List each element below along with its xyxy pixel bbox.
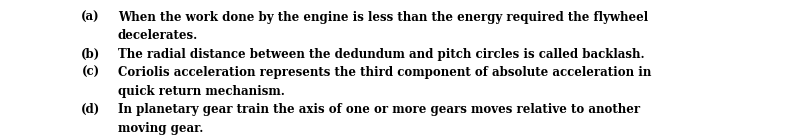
Text: (c): (c) [82, 66, 100, 79]
Text: Coriolis acceleration represents the third component of absolute acceleration in: Coriolis acceleration represents the thi… [118, 66, 651, 79]
Text: moving gear.: moving gear. [118, 122, 203, 135]
Text: (b): (b) [81, 48, 100, 61]
Text: decelerates.: decelerates. [118, 29, 198, 42]
Text: In planetary gear train the axis of one or more gears moves relative to another: In planetary gear train the axis of one … [118, 103, 640, 116]
Text: (d): (d) [81, 103, 100, 116]
Text: quick return mechanism.: quick return mechanism. [118, 85, 285, 98]
Text: The radial distance between the dedundum and pitch circles is called backlash.: The radial distance between the dedundum… [118, 48, 645, 61]
Text: When the work done by the engine is less than the energy required the flywheel: When the work done by the engine is less… [118, 11, 648, 24]
Text: (a): (a) [81, 11, 100, 24]
